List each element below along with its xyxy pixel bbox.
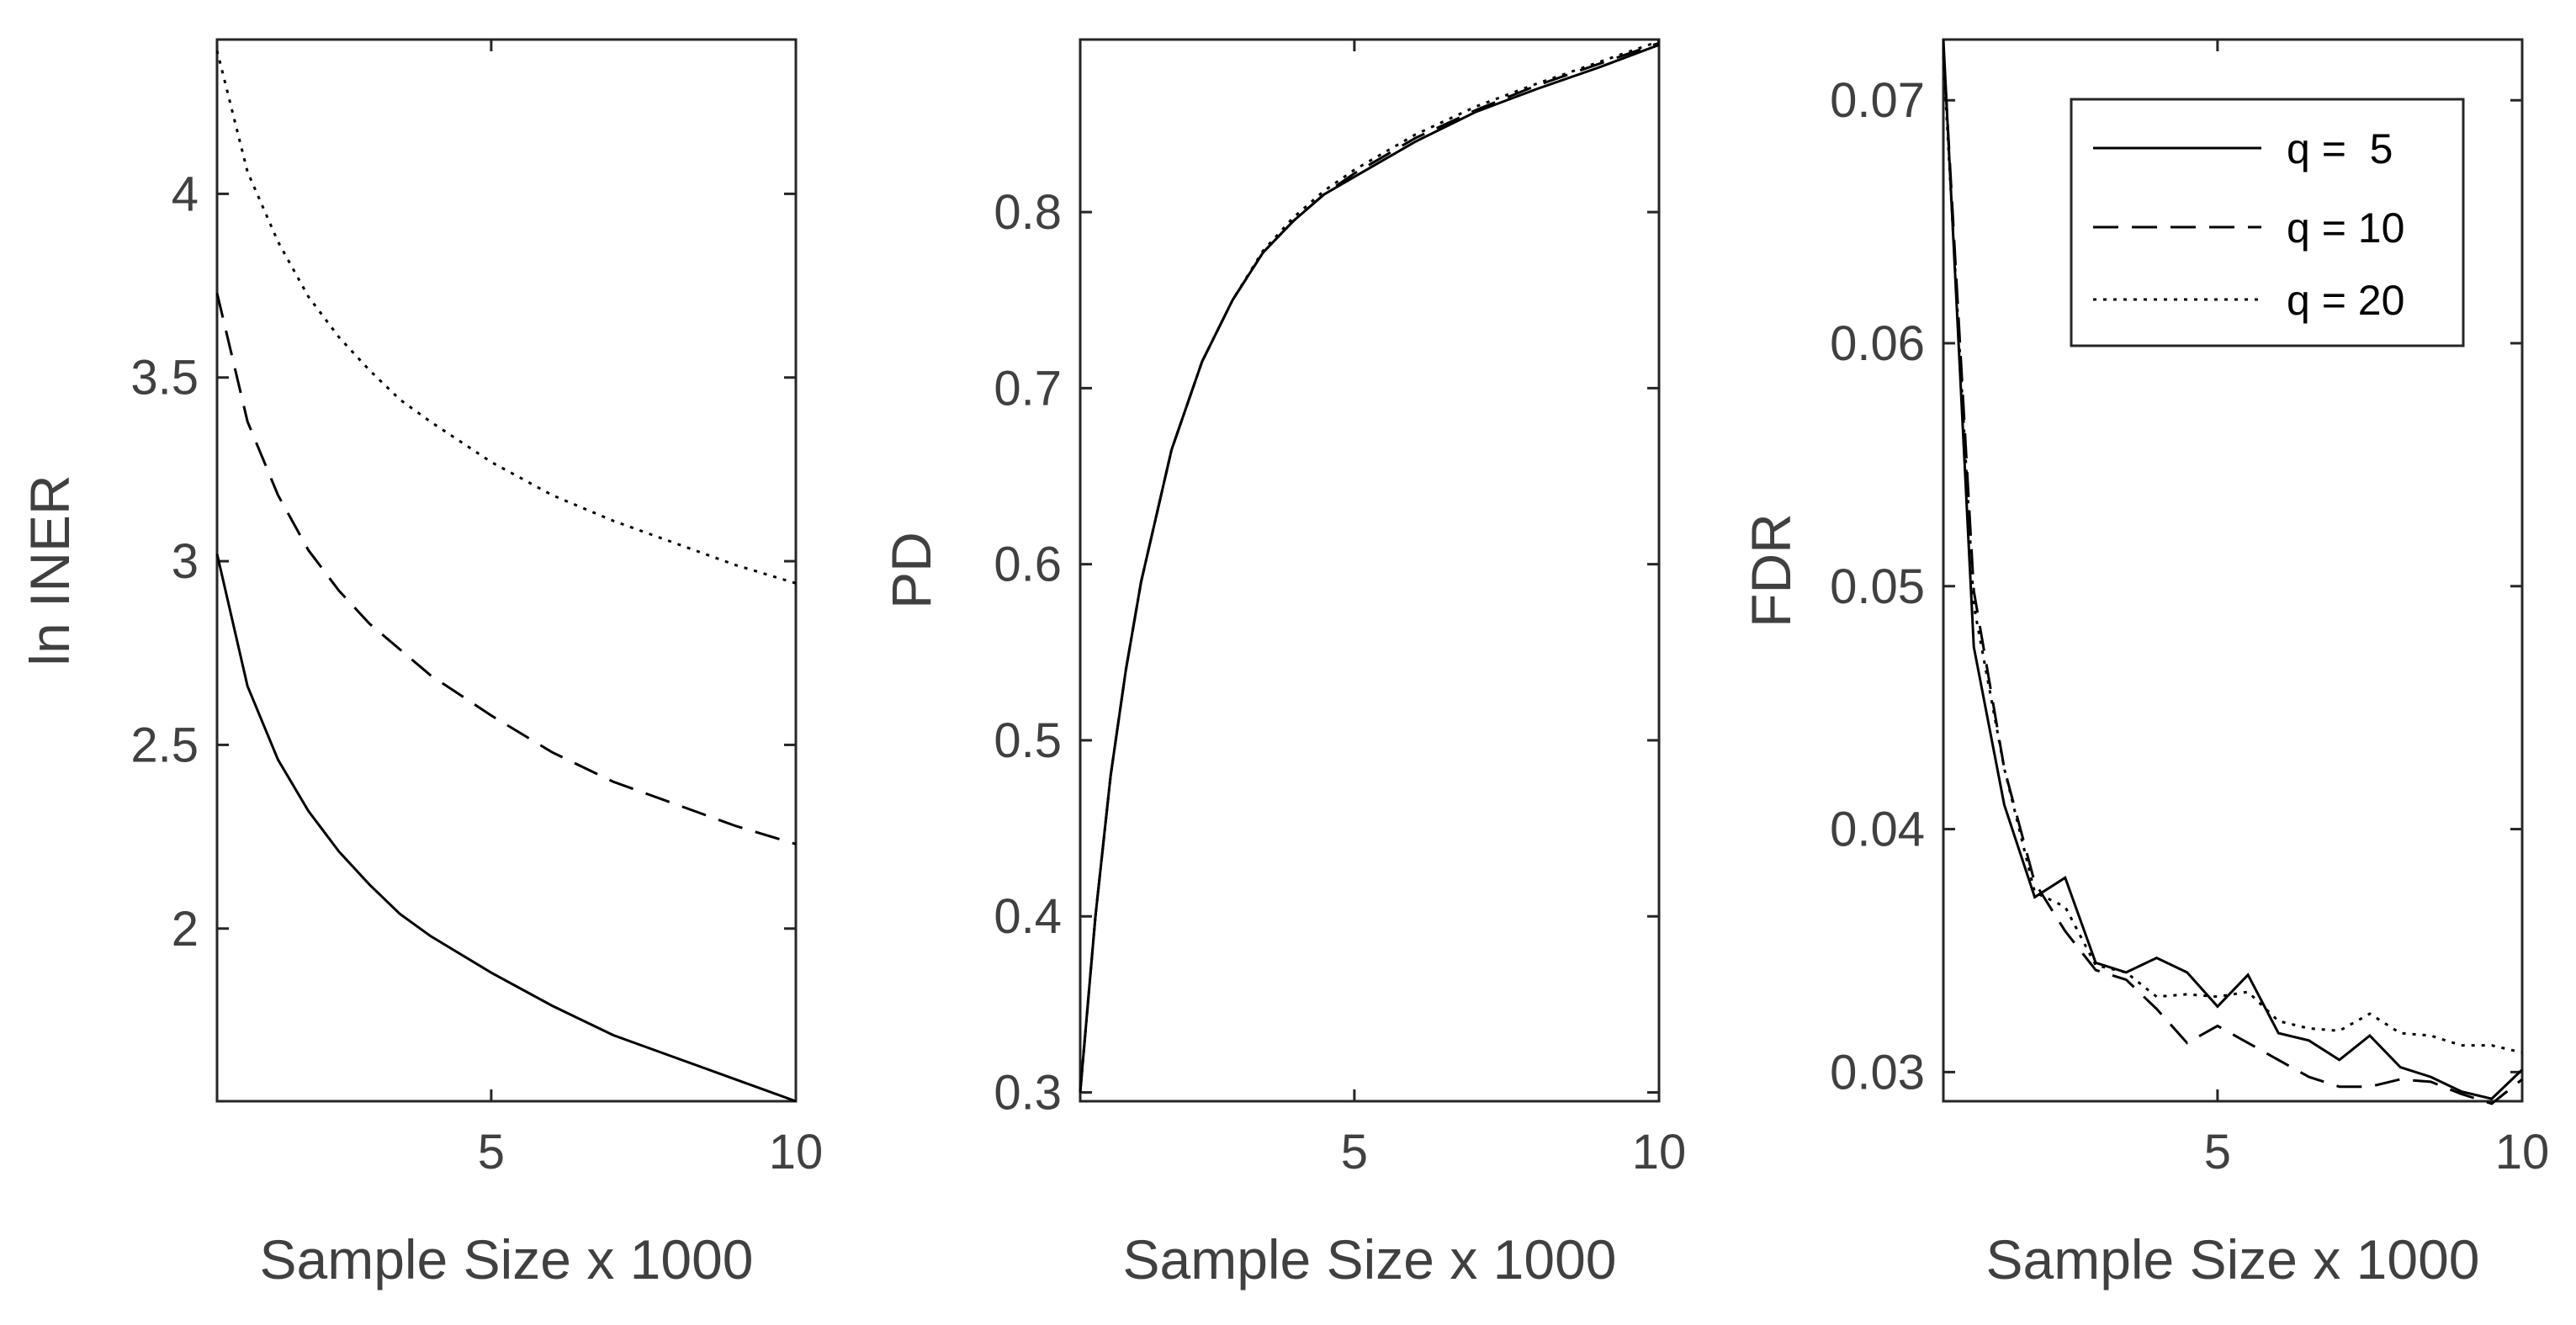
axes-box [215,38,798,1103]
panel-pd: 0.3 0.4 0.5 0.6 0.7 0.8 5 10 Sample Size x 1000… [880,38,1686,1291]
panel-ln-iner: 2 2.5 3 3.5 4 5 10 Sample Size x 1000 ln INER [19,38,823,1291]
x-tick-label: 10 [1632,1125,1687,1179]
y-tick-label: 0.03 [1830,1045,1925,1100]
y-tick-label: 4 [172,167,199,221]
x-tick-label: 10 [769,1125,824,1179]
series-group [215,50,797,1103]
legend-box [2070,98,2465,347]
legend-label: q = 10 [2287,204,2404,252]
tick-labels: 2 2.5 3 3.5 4 5 10 [130,167,823,1179]
y-tick-label: 0.4 [994,889,1062,944]
x-tick-label: 5 [1341,1125,1368,1179]
x-tick-label: 10 [2495,1125,2550,1179]
axes-box [1079,38,1661,1103]
x-axis-label: Sample Size x 1000 [1122,1228,1616,1291]
axes-box [1942,38,2524,1103]
panel-fdr: 0.03 0.04 0.05 0.06 0.07 5 10 Sample Size x 10… [1740,38,2549,1291]
series-line-dotted [1079,40,1660,1093]
y-tick-label: 0.5 [994,713,1062,768]
y-tick-label: 0.06 [1830,316,1925,371]
series-group [1079,40,1660,1093]
y-tick-label: 0.7 [994,361,1062,416]
y-tick-label: 3.5 [130,351,199,405]
y-tick-label: 0.6 [994,538,1062,592]
y-tick-label: 2 [172,902,199,957]
tick-labels: 0.03 0.04 0.05 0.06 0.07 5 10 [1830,73,2549,1179]
ticks [1943,40,2524,1101]
series-line-dashed [215,292,797,845]
legend-label: q = 5 [2287,125,2393,172]
series-line-dashed [1942,46,2523,1105]
x-axis-label: Sample Size x 1000 [1985,1228,2479,1291]
y-tick-label: 2.5 [130,718,199,772]
series-group [1942,39,2524,1105]
series-line-solid [215,553,797,1103]
y-axis-label: FDR [1740,513,1802,628]
tick-labels: 0.3 0.4 0.5 0.6 0.7 0.8 5 10 [994,185,1686,1179]
y-axis-label: ln INER [19,474,81,665]
y-tick-label: 0.07 [1830,73,1925,128]
x-tick-label: 5 [2204,1125,2231,1179]
ticks [1080,40,1661,1101]
legend-label: q = 20 [2287,277,2404,324]
y-axis-label: PD [880,532,942,609]
y-tick-label: 0.3 [994,1066,1062,1121]
x-axis-label: Sample Size x 1000 [259,1228,753,1291]
y-tick-label: 3 [172,534,199,589]
x-tick-label: 5 [478,1125,505,1179]
y-tick-label: 0.8 [994,185,1062,240]
y-tick-label: 0.04 [1830,803,1925,857]
ticks [217,40,798,1101]
y-tick-label: 0.05 [1830,559,1925,614]
series-line-dotted [1942,56,2523,1054]
legend: q = 5 q = 10 q = 20 [2070,98,2465,347]
